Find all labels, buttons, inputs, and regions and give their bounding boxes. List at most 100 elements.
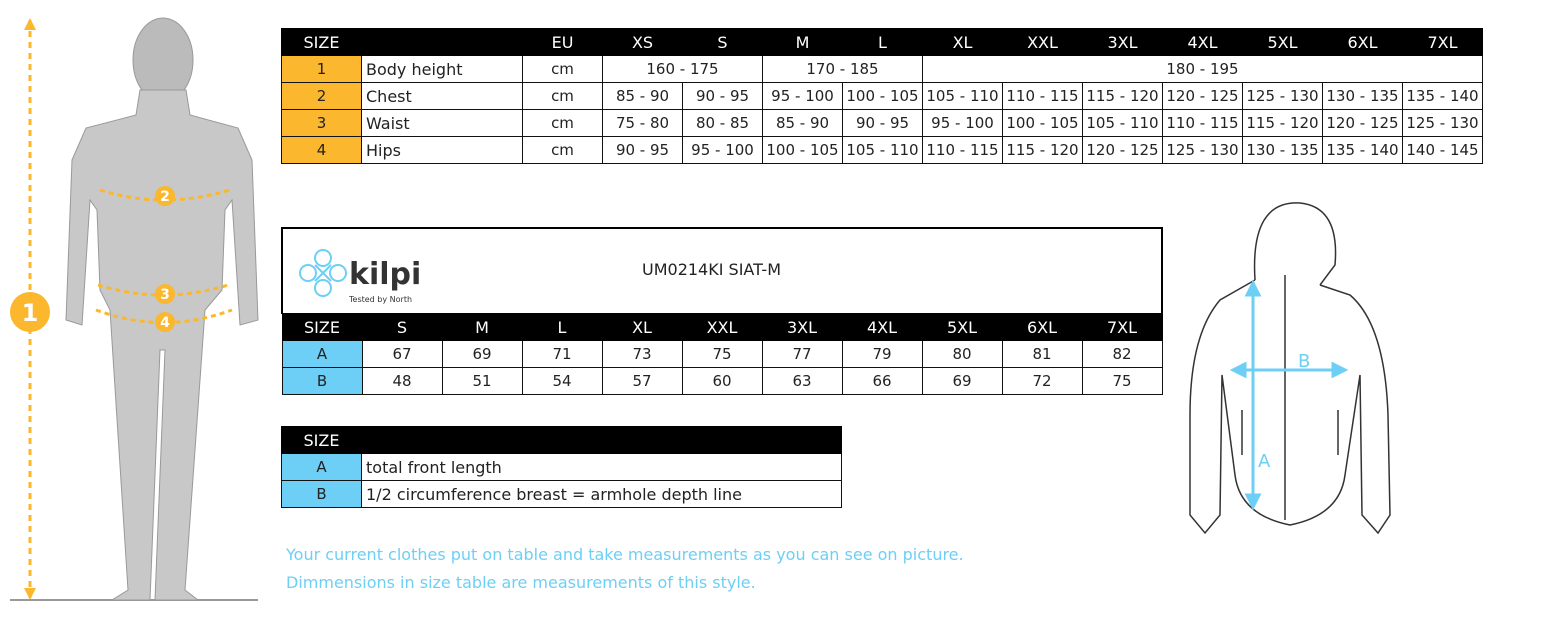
column-header: 6XL (1322, 28, 1403, 56)
legend-description: total front length (361, 453, 842, 481)
value-cell: 51 (441, 367, 523, 395)
range-cell: 90 - 95 (602, 136, 683, 164)
column-header: XS (602, 28, 683, 56)
row-number: 2 (281, 82, 362, 110)
table-row: B 1/2 circumference breast = armhole dept… (281, 480, 842, 508)
range-cell: 100 - 105 (762, 136, 843, 164)
column-header: SIZE (281, 28, 362, 56)
body-figure: 1 2 3 4 (10, 17, 259, 601)
svg-text:Tested by North: Tested by North (348, 295, 412, 304)
range-cell: 135 - 140 (1402, 82, 1483, 110)
value-cell: 63 (761, 367, 843, 395)
row-key: B (281, 367, 363, 395)
row-key: A (281, 453, 362, 481)
range-cell: 120 - 125 (1162, 82, 1243, 110)
range-cell: 85 - 90 (602, 82, 683, 110)
header-filler (361, 426, 842, 454)
table-row: B 48 51 54 57 60 63 66 69 72 75 (281, 367, 1163, 395)
table-row: 3 Waist cm 75 - 80 80 - 85 85 - 90 90 - 95 95 -… (281, 109, 1483, 137)
column-header: XXL (1002, 28, 1083, 56)
range-cell: 135 - 140 (1322, 136, 1403, 164)
column-header: 3XL (761, 313, 843, 341)
range-cell: 105 - 110 (922, 82, 1003, 110)
measurement-label: Hips (361, 136, 523, 164)
size-chart-table: SIZE EU XS S M L XL XXL 3XL 4XL 5XL 6XL 7XL 1 Body hei… (281, 28, 1483, 164)
range-cell: 180 - 195 (922, 55, 1483, 83)
value-cell: 75 (681, 340, 763, 368)
product-measurement-table: kilpi Tested by North UM0214KI SIAT-M SI… (281, 227, 1163, 395)
value-cell: 69 (921, 367, 1003, 395)
table-row: A 67 69 71 73 75 77 79 80 81 82 (281, 340, 1163, 368)
unit-cell: cm (522, 55, 603, 83)
range-cell: 105 - 110 (842, 136, 923, 164)
kilpi-logo: kilpi Tested by North (299, 249, 421, 304)
column-header: EU (522, 28, 603, 56)
column-header: SIZE (281, 426, 362, 454)
range-cell: 170 - 185 (762, 55, 923, 83)
column-header: S (682, 28, 763, 56)
svg-text:kilpi: kilpi (349, 257, 421, 292)
range-cell: 95 - 100 (922, 109, 1003, 137)
range-cell: 110 - 115 (1002, 82, 1083, 110)
column-header: 4XL (841, 313, 923, 341)
range-cell: 140 - 145 (1402, 136, 1483, 164)
range-cell: 105 - 110 (1082, 109, 1163, 137)
note-line-1: Your current clothes put on table and ta… (286, 545, 964, 564)
column-header: 7XL (1402, 28, 1483, 56)
measurement-label: Chest (361, 82, 523, 110)
range-cell: 95 - 100 (762, 82, 843, 110)
range-cell: 115 - 120 (1242, 109, 1323, 137)
range-cell: 115 - 120 (1082, 82, 1163, 110)
range-cell: 125 - 130 (1242, 82, 1323, 110)
value-cell: 48 (361, 367, 443, 395)
column-header: M (762, 28, 843, 56)
unit-cell: cm (522, 109, 603, 137)
column-header: XL (922, 28, 1003, 56)
column-header: 3XL (1082, 28, 1163, 56)
waist-marker: 3 (160, 287, 170, 303)
range-cell: 120 - 125 (1082, 136, 1163, 164)
value-cell: 81 (1001, 340, 1083, 368)
range-cell: 85 - 90 (762, 109, 843, 137)
column-header: XL (601, 313, 683, 341)
column-header: S (361, 313, 443, 341)
range-cell: 130 - 135 (1242, 136, 1323, 164)
range-cell: 110 - 115 (1162, 109, 1243, 137)
value-cell: 75 (1081, 367, 1163, 395)
column-header: 7XL (1081, 313, 1163, 341)
note-line-2: Dimmensions in size table are measuremen… (286, 573, 756, 592)
product-header: kilpi Tested by North UM0214KI SIAT-M (281, 227, 1163, 314)
column-header: 5XL (1242, 28, 1323, 56)
range-cell: 80 - 85 (682, 109, 763, 137)
chest-marker: 2 (160, 189, 170, 205)
value-cell: 82 (1081, 340, 1163, 368)
column-header: 6XL (1001, 313, 1083, 341)
value-cell: 79 (841, 340, 923, 368)
range-cell: 160 - 175 (602, 55, 763, 83)
row-number: 4 (281, 136, 362, 164)
range-cell: 115 - 120 (1002, 136, 1083, 164)
range-cell: 100 - 105 (1002, 109, 1083, 137)
jacket-diagram: A B (1189, 202, 1391, 535)
svg-text:B: B (1298, 351, 1310, 372)
column-header: SIZE (281, 313, 363, 341)
table-row: 2 Chest cm 85 - 90 90 - 95 95 - 100 100 - 105 1… (281, 82, 1483, 110)
range-cell: 90 - 95 (842, 109, 923, 137)
value-cell: 77 (761, 340, 843, 368)
table-row: 1 Body height cm 160 - 175 170 - 185 180 - 19… (281, 55, 1483, 83)
product-code: UM0214KI SIAT-M (642, 260, 781, 279)
row-key: B (281, 480, 362, 508)
value-cell: 67 (361, 340, 443, 368)
range-cell: 130 - 135 (1322, 82, 1403, 110)
range-cell: 125 - 130 (1162, 136, 1243, 164)
svg-text:A: A (1258, 451, 1271, 472)
height-marker: 1 (22, 299, 39, 327)
column-header: M (441, 313, 523, 341)
range-cell: 120 - 125 (1322, 109, 1403, 137)
value-cell: 54 (521, 367, 603, 395)
value-cell: 80 (921, 340, 1003, 368)
row-number: 3 (281, 109, 362, 137)
value-cell: 71 (521, 340, 603, 368)
